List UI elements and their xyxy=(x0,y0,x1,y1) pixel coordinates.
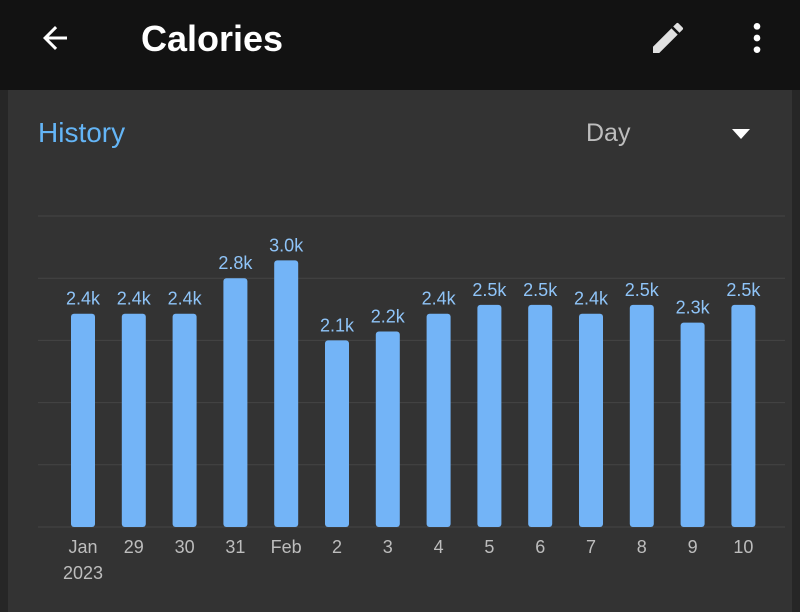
more-vert-icon xyxy=(753,23,761,53)
chart-data-label: 2.4k xyxy=(168,289,203,309)
more-options-button[interactable] xyxy=(733,14,781,62)
chart-bar xyxy=(325,340,349,527)
chart-data-label: 2.5k xyxy=(523,280,558,300)
chart-x-tick-label: 30 xyxy=(175,537,195,557)
chart-x-tick-label: 9 xyxy=(688,537,698,557)
chart-data-label: 2.5k xyxy=(726,280,761,300)
dropdown-triangle-icon xyxy=(732,129,750,139)
chart-x-tick-label: 3 xyxy=(383,537,393,557)
chart-x-tick-label: 10 xyxy=(733,537,753,557)
pencil-icon xyxy=(653,22,684,53)
chart-data-label: 2.1k xyxy=(320,315,355,335)
chart-x-tick-label: 6 xyxy=(535,537,545,557)
chart-bar xyxy=(223,278,248,527)
chart-x-tick-label: 2023 xyxy=(63,563,103,583)
chart-bar xyxy=(629,304,654,527)
chart-x-tick-label: 7 xyxy=(586,537,596,557)
chart-bar xyxy=(71,313,95,527)
chart-x-tick-label: Jan xyxy=(68,537,97,557)
chart-bar xyxy=(172,313,197,527)
chart-data-label: 3.0k xyxy=(269,235,304,255)
chart-data-label: 2.5k xyxy=(625,280,660,300)
period-dropdown[interactable]: Day xyxy=(570,108,770,158)
chart-data-label: 2.8k xyxy=(218,253,253,273)
edit-button[interactable] xyxy=(644,14,692,62)
chart-x-tick-label: 29 xyxy=(124,537,144,557)
chart-bar xyxy=(731,304,756,527)
page-title: Calories xyxy=(141,18,284,59)
chart-data-label: 2.4k xyxy=(117,289,152,309)
chart-x-tick-label: 31 xyxy=(225,537,245,557)
chart-x-tick-label: 4 xyxy=(434,537,444,557)
chart-bar xyxy=(680,322,705,527)
chart-bar xyxy=(375,331,400,527)
chart-bar xyxy=(121,313,146,527)
arrow-back-icon xyxy=(43,26,67,50)
chart-data-label: 2.4k xyxy=(422,289,457,309)
chart-bar xyxy=(579,313,603,527)
chart-bar xyxy=(426,313,451,527)
chart-bar xyxy=(528,304,553,527)
chart-data-label: 2.2k xyxy=(371,307,406,327)
period-dropdown-value: Day xyxy=(586,119,631,147)
chart-data-label: 2.4k xyxy=(66,289,101,309)
chart-data-label: 2.3k xyxy=(676,298,711,318)
chart-x-tick-label: Feb xyxy=(271,537,302,557)
chart-x-tick-label: 8 xyxy=(637,537,647,557)
chart-bar xyxy=(477,304,502,527)
chart-data-label: 2.5k xyxy=(472,280,507,300)
chart-data-label: 2.4k xyxy=(574,289,609,309)
app-bar: Calories xyxy=(0,0,800,90)
history-section-label: History xyxy=(38,117,126,148)
chart-x-tick-label: 2 xyxy=(332,537,342,557)
chart-bar xyxy=(274,260,299,527)
back-button[interactable] xyxy=(31,14,79,62)
chart-x-tick-label: 5 xyxy=(484,537,494,557)
